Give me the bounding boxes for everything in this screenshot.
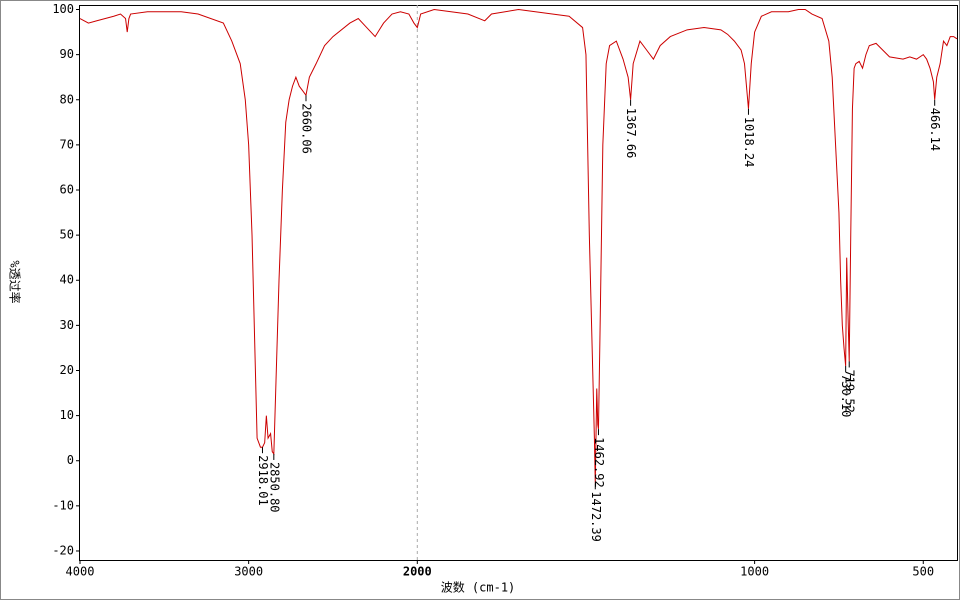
peak-label: 1018.24	[742, 117, 756, 168]
peak-label: 730.10	[839, 374, 853, 417]
y-tick-label: 80	[60, 92, 74, 106]
x-tick-label: 2000	[403, 565, 432, 579]
x-tick-label: 3000	[234, 565, 263, 579]
peak-label: 2850.80	[267, 462, 281, 513]
plot-area	[79, 5, 958, 561]
y-tick-label: -10	[52, 498, 74, 512]
y-tick-label: 50	[60, 228, 74, 242]
x-axis-label: 波数 (cm-1)	[441, 580, 516, 595]
y-tick-label: 60	[60, 183, 74, 197]
y-tick-label: -20	[52, 543, 74, 557]
x-tick-label: 1000	[740, 565, 769, 579]
peak-label: 2918.01	[256, 455, 270, 506]
y-tick-label: 40	[60, 273, 74, 287]
y-tick-label: 20	[60, 363, 74, 377]
peak-label: 1462.92	[592, 437, 606, 488]
peak-label: 1367.66	[624, 108, 638, 159]
peak-label: 719.52	[843, 369, 857, 412]
spectrum-line	[79, 8, 958, 484]
y-tick-label: 70	[60, 137, 74, 151]
y-axis-label: %透过率	[8, 260, 23, 303]
peak-label: 1472.39	[589, 491, 603, 542]
peak-label: 2660.06	[299, 103, 313, 154]
x-tick-label: 4000	[66, 565, 95, 579]
y-tick-label: 30	[60, 318, 74, 332]
y-tick-label: 10	[60, 408, 74, 422]
peak-label: 466.14	[928, 108, 942, 151]
y-tick-label: 90	[60, 47, 74, 61]
y-tick-label: 0	[67, 453, 74, 467]
y-tick-label: 100	[52, 2, 74, 16]
x-tick-label: 500	[912, 565, 934, 579]
